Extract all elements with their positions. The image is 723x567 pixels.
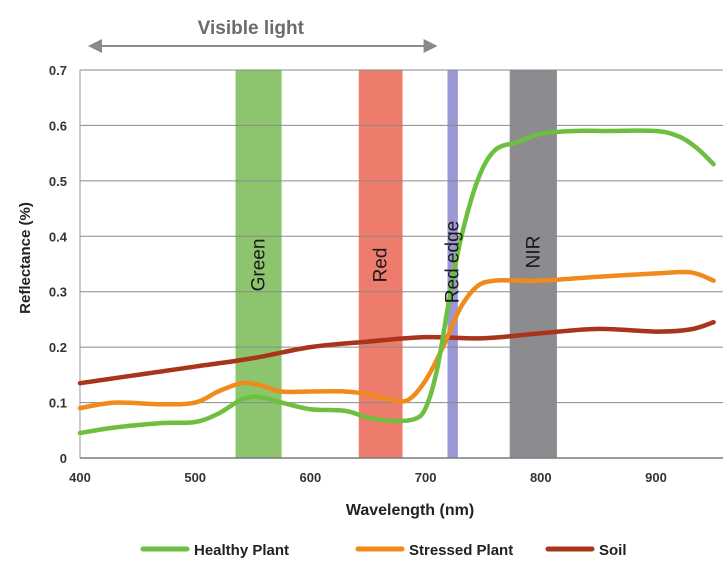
y-tick-label: 0.5 xyxy=(49,174,67,189)
band-label-nir: NIR xyxy=(523,236,544,269)
visible-light-annotation: Visible light xyxy=(88,18,438,53)
y-tick-label: 0.6 xyxy=(49,118,67,133)
arrowhead-right-icon xyxy=(423,39,438,53)
series-lines xyxy=(77,128,716,436)
x-tick-label: 800 xyxy=(530,470,552,485)
x-tick-label: 500 xyxy=(184,470,206,485)
x-axis-label: Wavelength (nm) xyxy=(346,502,474,519)
band-red-edge xyxy=(447,70,458,458)
y-tick-label: 0.1 xyxy=(49,396,67,411)
legend-label-healthy-plant: Healthy Plant xyxy=(194,542,289,559)
y-tick-label: 0.7 xyxy=(49,63,67,78)
legend-label-stressed-plant: Stressed Plant xyxy=(409,542,513,559)
x-tick-label: 900 xyxy=(645,470,667,485)
tick-labels: 0 0.1 0.2 0.3 0.4 0.5 0.6 0.7 400 500 600 700 800 900 xyxy=(49,63,667,485)
x-tick-label: 400 xyxy=(69,470,91,485)
series-line-stressed-plant xyxy=(77,269,716,411)
series-line-soil xyxy=(77,319,716,386)
legend-label-soil: Soil xyxy=(599,542,627,559)
y-tick-label: 0.3 xyxy=(49,285,67,300)
band-labels: Green Red Red edge NIR xyxy=(249,221,545,303)
x-tick-label: 600 xyxy=(300,470,322,485)
y-axis-label: Reflectance (%) xyxy=(17,202,34,314)
arrowhead-left-icon xyxy=(88,39,102,53)
band-label-green: Green xyxy=(249,239,270,292)
y-tick-label: 0.4 xyxy=(49,229,68,244)
y-tick-label: 0.2 xyxy=(49,340,67,355)
x-tick-label: 700 xyxy=(415,470,437,485)
band-green xyxy=(235,70,282,458)
band-label-red: Red xyxy=(371,248,392,283)
band-label-red-edge: Red edge xyxy=(443,221,464,303)
y-tick-label: 0 xyxy=(60,451,67,466)
visible-light-label: Visible light xyxy=(198,18,305,39)
series-line-healthy-plant xyxy=(77,128,716,436)
legend: Healthy Plant Stressed Plant Soil xyxy=(140,542,627,559)
